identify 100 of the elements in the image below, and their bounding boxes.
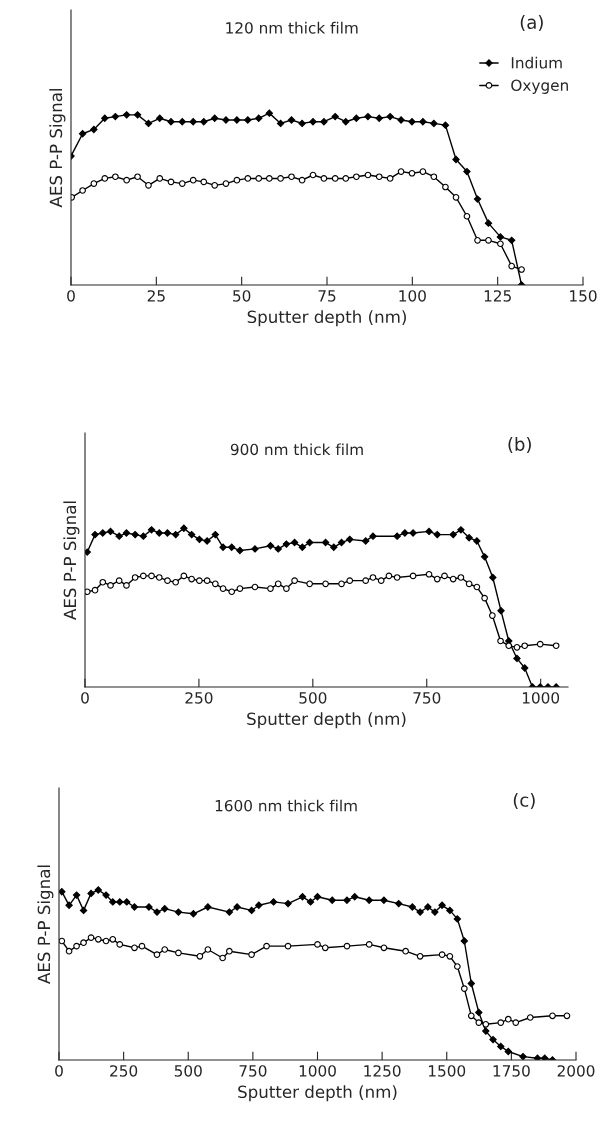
point	[265, 175, 273, 182]
point	[475, 1008, 483, 1017]
point	[320, 175, 328, 182]
point	[204, 903, 212, 911]
point	[473, 195, 482, 203]
point	[167, 118, 175, 126]
point	[244, 116, 252, 124]
point	[90, 180, 98, 187]
point	[123, 582, 130, 589]
point	[485, 236, 492, 244]
point	[91, 586, 99, 594]
point	[563, 1012, 571, 1020]
point	[251, 583, 259, 591]
point	[148, 572, 155, 580]
point	[386, 112, 394, 121]
point	[263, 942, 270, 950]
point	[101, 175, 109, 182]
point	[102, 937, 110, 945]
point	[457, 526, 465, 534]
point	[454, 963, 461, 970]
point	[73, 942, 80, 950]
point	[416, 952, 424, 960]
point	[377, 577, 385, 584]
point	[233, 903, 241, 911]
point	[313, 893, 322, 901]
x-tick-label: 1000	[522, 692, 560, 704]
point	[107, 582, 114, 589]
x-tick-label: 1500	[428, 1065, 466, 1077]
point	[409, 572, 417, 580]
point	[441, 572, 448, 580]
point	[123, 176, 130, 184]
point	[352, 114, 361, 122]
point	[465, 534, 473, 542]
x-tick-label: 1000	[299, 1065, 336, 1077]
point	[291, 577, 298, 584]
point	[452, 155, 460, 164]
point	[255, 901, 263, 909]
point	[247, 906, 256, 915]
point	[156, 175, 164, 182]
point	[236, 585, 244, 592]
point	[171, 530, 180, 539]
point	[365, 941, 373, 948]
point	[375, 173, 383, 181]
point	[91, 530, 99, 539]
point	[274, 545, 282, 553]
point	[408, 118, 416, 126]
point	[178, 118, 186, 126]
point	[155, 529, 163, 537]
point	[430, 119, 438, 128]
point	[552, 642, 560, 650]
point	[267, 585, 274, 592]
x-tick-label: 500	[299, 692, 327, 704]
point	[380, 944, 388, 952]
point	[233, 176, 241, 184]
point	[131, 574, 139, 581]
point	[306, 898, 315, 906]
point	[507, 236, 516, 245]
point	[482, 1027, 490, 1035]
point	[233, 116, 241, 124]
point	[147, 526, 156, 534]
point	[255, 114, 263, 122]
point	[343, 942, 351, 950]
point	[228, 543, 236, 551]
point	[473, 537, 481, 545]
point	[449, 575, 457, 583]
point	[189, 910, 198, 918]
point	[80, 939, 87, 947]
point	[314, 941, 321, 948]
point	[489, 573, 497, 582]
point	[133, 111, 142, 119]
point	[460, 937, 469, 945]
point	[283, 585, 290, 592]
point	[85, 548, 91, 556]
point	[65, 947, 73, 955]
x-tick-label: 100	[399, 290, 426, 302]
point	[172, 578, 180, 586]
point	[284, 899, 292, 908]
point	[90, 125, 98, 134]
point	[161, 946, 169, 953]
point	[164, 577, 171, 584]
point	[419, 168, 427, 175]
point	[200, 118, 208, 126]
point	[489, 1035, 497, 1044]
point	[433, 575, 441, 583]
legend-label: Oxygen	[511, 79, 568, 94]
y-axis-title: AES P-P Signal	[63, 501, 80, 620]
point	[438, 951, 446, 958]
point	[115, 577, 123, 584]
point	[408, 903, 417, 911]
point	[364, 171, 372, 179]
point	[394, 899, 403, 908]
point	[94, 935, 102, 943]
x-tick-label: 25	[147, 290, 165, 302]
point	[482, 1020, 490, 1028]
point	[219, 543, 227, 551]
point	[353, 173, 360, 181]
point	[504, 1047, 512, 1056]
point	[401, 529, 409, 537]
point	[452, 194, 460, 201]
point	[189, 118, 197, 126]
